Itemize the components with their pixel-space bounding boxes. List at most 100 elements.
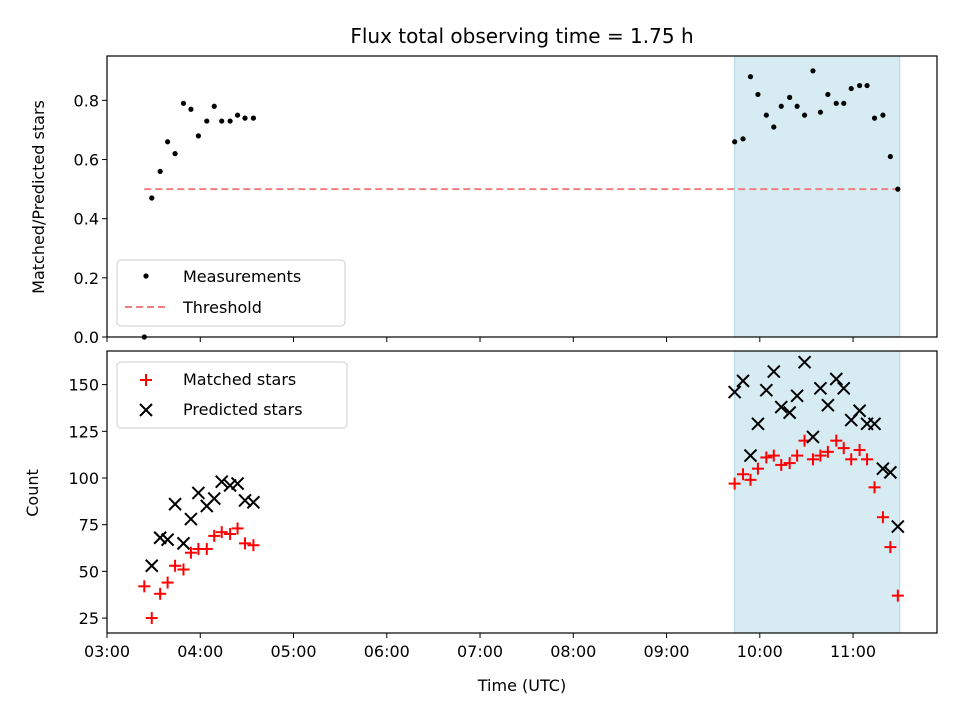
top-legend-box xyxy=(116,259,346,327)
matched-point xyxy=(208,529,221,542)
y-tick-label: 25 xyxy=(79,609,99,628)
measurement-point xyxy=(887,153,893,160)
predicted-point xyxy=(852,404,867,418)
measurement-point xyxy=(195,133,201,139)
x-tick-label: 11:00 xyxy=(830,642,876,661)
y-tick-label: 0.2 xyxy=(74,269,99,288)
x-tick-label: 08:00 xyxy=(550,642,596,661)
y-tick-label: 125 xyxy=(68,422,99,441)
matched-point xyxy=(868,481,881,494)
predicted-point xyxy=(736,374,750,388)
measurement-point xyxy=(250,115,257,121)
predicted-legend-marker xyxy=(139,403,153,417)
predicted-point xyxy=(883,465,898,480)
predicted-point xyxy=(806,430,820,444)
predicted-point xyxy=(168,497,182,511)
matched-point xyxy=(231,522,244,535)
matched-point xyxy=(806,453,819,466)
matched-point xyxy=(837,442,850,455)
matched-legend-label: Matched stars xyxy=(183,370,296,389)
highlight-span-rect xyxy=(734,55,901,338)
measurement-point xyxy=(801,112,808,118)
matched-point xyxy=(884,541,897,554)
matched-point xyxy=(814,449,827,462)
measurements-legend-label: Measurements xyxy=(183,267,301,286)
y-tick-label: 50 xyxy=(79,562,99,581)
measurement-point xyxy=(165,139,171,145)
matched-point xyxy=(821,445,834,458)
matched-point xyxy=(760,451,773,464)
measurement-point xyxy=(180,100,187,106)
x-tick-label: 04:00 xyxy=(177,642,223,661)
predicted-point xyxy=(767,364,781,379)
matched-point xyxy=(138,580,151,593)
measurement-point xyxy=(794,103,800,109)
bottom-y-axis-label: Count xyxy=(23,469,42,517)
predicted-point xyxy=(176,536,191,551)
predicted-point xyxy=(821,398,835,412)
top-legend: Measurements Threshold xyxy=(116,259,346,327)
measurement-point xyxy=(755,91,761,98)
measurement-point xyxy=(188,106,194,112)
measurement-point xyxy=(211,103,217,109)
bottom-y-axis: 25 50 75 100 125 150 xyxy=(68,376,107,628)
predicted-series xyxy=(145,355,905,573)
measurement-point xyxy=(880,112,886,118)
matched-point xyxy=(751,462,764,475)
matched-point xyxy=(247,539,260,552)
matched-point xyxy=(224,528,237,541)
measurement-point xyxy=(149,195,155,201)
bottom-x-axis: 03:00 04:00 05:00 06:00 07:00 08:00 09:00 10:00… xyxy=(84,633,876,661)
measurement-point xyxy=(864,82,870,89)
y-tick-label: 100 xyxy=(68,469,99,488)
predicted-point xyxy=(246,495,261,509)
x-tick-label: 03:00 xyxy=(84,642,130,661)
predicted-point xyxy=(145,559,159,573)
predicted-point xyxy=(876,461,890,476)
bottom-legend-box xyxy=(116,361,348,429)
measurement-point xyxy=(242,115,248,121)
matched-point xyxy=(744,473,757,486)
predicted-point xyxy=(160,532,175,547)
predicted-point xyxy=(759,383,774,397)
measurement-point xyxy=(172,151,178,157)
bottom-legend: Matched stars Predicted stars xyxy=(116,361,348,429)
measurement-point xyxy=(841,100,847,106)
x-tick-label: 10:00 xyxy=(737,642,783,661)
predicted-point xyxy=(184,512,198,526)
top-plot-frame xyxy=(106,55,938,338)
matched-point xyxy=(177,563,190,576)
chart-title: Flux total observing time = 1.75 h xyxy=(350,24,693,48)
measurement-point xyxy=(763,112,769,118)
y-tick-label: 0.4 xyxy=(74,210,99,229)
matched-point xyxy=(876,511,889,524)
x-tick-label: 07:00 xyxy=(457,642,503,661)
measurement-point xyxy=(787,94,793,101)
matched-point xyxy=(161,576,174,589)
y-tick-label: 0.0 xyxy=(74,328,99,347)
matched-point xyxy=(184,546,197,559)
measurement-point xyxy=(204,118,210,124)
predicted-point xyxy=(790,389,804,403)
measurement-point xyxy=(817,109,824,115)
matched-series xyxy=(138,434,904,625)
matched-point xyxy=(861,453,874,466)
measurement-point xyxy=(157,168,163,174)
x-axis-label: Time (UTC) xyxy=(477,676,566,695)
predicted-point xyxy=(891,519,905,534)
predicted-legend-label: Predicted stars xyxy=(183,400,303,419)
measurement-point xyxy=(833,100,839,106)
matched-point xyxy=(830,434,843,447)
predicted-point xyxy=(774,400,788,414)
matched-legend-marker xyxy=(140,374,152,386)
matched-point xyxy=(239,537,252,550)
predicted-point xyxy=(743,448,758,463)
matched-point xyxy=(145,612,158,625)
highlight-span-rect xyxy=(734,350,901,634)
measurement-point xyxy=(778,103,784,109)
measurement-point xyxy=(848,85,854,92)
predicted-point xyxy=(782,405,797,420)
matched-point xyxy=(767,449,780,462)
threshold-legend-label: Threshold xyxy=(182,298,262,317)
